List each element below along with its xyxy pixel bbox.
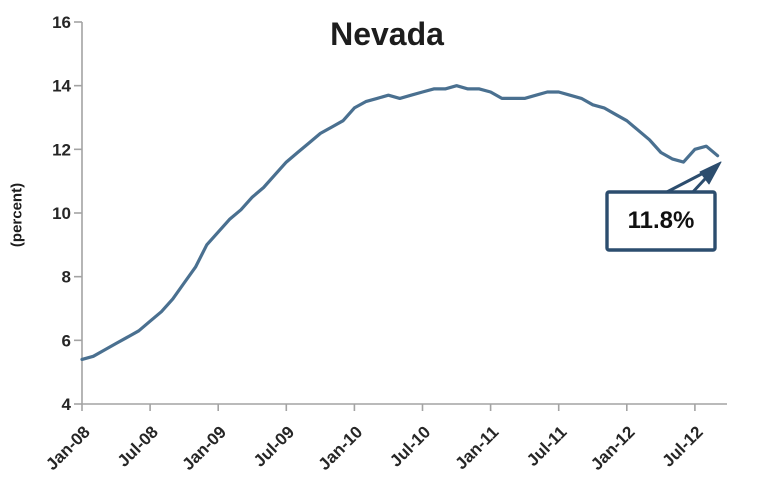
y-axis-tick-label: 4 — [62, 395, 72, 414]
x-axis-tick-label: Jul-10 — [386, 422, 434, 470]
y-axis-tick-labels: 4 6 8 10 12 14 16 — [52, 13, 71, 414]
chart-title: Nevada — [330, 16, 444, 52]
y-axis-tick-label: 10 — [52, 204, 71, 223]
y-axis-tick-label: 12 — [52, 140, 71, 159]
x-axis-tick-label: Jul-09 — [250, 422, 298, 470]
series-line — [80, 84, 720, 361]
x-axis-tick-label: Jan-09 — [178, 422, 230, 474]
x-axis-tick-label: Jan-08 — [42, 422, 94, 474]
x-axis-tick-label: Jan-11 — [452, 422, 503, 473]
y-axis-tick-label: 16 — [52, 13, 71, 32]
x-axis-tick-labels: Jan-08 Jul-08 Jan-09 Jul-09 Jan-10 Jul-10 Jan-… — [42, 422, 706, 474]
y-axis-tick-label: 14 — [52, 77, 71, 96]
y-axis-tick-label: 6 — [62, 331, 71, 350]
y-axis-tick-label: 8 — [62, 268, 71, 287]
x-axis-tick-label: Jan-10 — [315, 422, 367, 474]
x-axis-tick-label: Jul-12 — [659, 422, 707, 470]
axis-tick-marks — [74, 21, 696, 411]
callout-label: 11.8% — [627, 207, 695, 234]
callout-arrowhead-icon — [699, 161, 722, 185]
x-axis-tick-label: Jul-08 — [114, 422, 162, 470]
x-axis-tick-label: Jan-12 — [587, 422, 639, 474]
callout-box — [605, 190, 717, 252]
callout — [605, 161, 722, 252]
x-axis-tick-label: Jul-11 — [523, 422, 571, 470]
